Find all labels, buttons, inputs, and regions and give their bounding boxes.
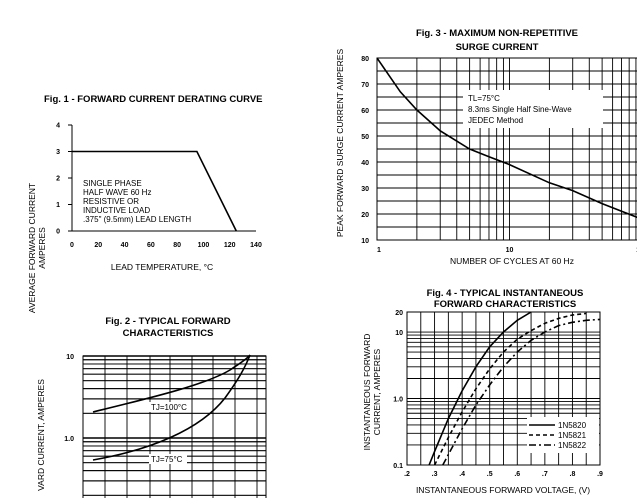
fig4-xtick-label: .3 bbox=[432, 471, 438, 478]
fig2-title-line1: Fig. 2 - TYPICAL FORWARD bbox=[105, 316, 230, 327]
fig3-xtick-label: 1 bbox=[377, 247, 381, 254]
fig1-derating-curve bbox=[72, 150, 238, 232]
fig3-note-line2: 8.3ms Single Half Sine-Wave bbox=[468, 105, 572, 114]
fig1-note-line5: .375" (9.5mm) LEAD LENGTH bbox=[83, 215, 191, 224]
fig1-note-line4: INDUCTIVE LOAD bbox=[83, 206, 150, 215]
fig1-xlabel: LEAD TEMPERATURE, °C bbox=[111, 262, 213, 272]
fig3-ylabel: PEAK FORWARD SURGE CURRENT AMPERES bbox=[335, 49, 345, 238]
fig1-note-line3: RESISTIVE OR bbox=[83, 197, 139, 206]
fig2-ylabel: VARD CURRENT, AMPERES bbox=[36, 379, 46, 491]
fig3-xlabel: NUMBER OF CYCLES AT 60 Hz bbox=[450, 256, 574, 266]
fig3-ytick-label: 30 bbox=[361, 186, 369, 193]
fig1-xtick-label: 140 bbox=[250, 242, 262, 249]
fig2-curve-tj100 bbox=[92, 354, 251, 413]
fig3-ytick-label: 10 bbox=[361, 238, 369, 245]
fig1-xtick-label: 80 bbox=[173, 242, 181, 249]
fig4-ytick-label: 10 bbox=[395, 330, 403, 337]
fig1-xtick-label: 20 bbox=[94, 242, 102, 249]
fig1-xtick-label: 100 bbox=[198, 242, 210, 249]
fig3-note-line3: JEDEC Method bbox=[468, 116, 523, 125]
fig3-ytick-label: 50 bbox=[361, 134, 369, 141]
fig4-legend: 1N5820 1N5821 1N5822 bbox=[527, 417, 599, 453]
fig1-xtick-label: 120 bbox=[224, 242, 236, 249]
fig4-curve-1n5820 bbox=[428, 311, 532, 466]
fig4-xtick-label: .7 bbox=[542, 471, 548, 478]
fig4-title-line1: Fig. 4 - TYPICAL INSTANTANEOUS bbox=[427, 288, 584, 299]
fig3-note-box bbox=[463, 90, 603, 128]
fig2-title-line2: CHARACTERISTICS bbox=[123, 328, 214, 339]
fig4-ylabel-line1: INSTANTANEOUS FORWARD bbox=[362, 334, 372, 451]
fig1-xtick-label: 0 bbox=[70, 242, 74, 249]
fig3-title-line2: SURGE CURRENT bbox=[456, 42, 539, 53]
fig4-ytick-label: 0.1 bbox=[393, 463, 403, 470]
fig3-surge-curve bbox=[376, 57, 637, 219]
fig4-curve-1n5822 bbox=[442, 318, 601, 466]
fig4-xtick-label: .9 bbox=[597, 471, 603, 478]
fig4-xlabel: INSTANTANEOUS FORWARD VOLTAGE, (V) bbox=[416, 485, 590, 495]
fig1-ylabel-line2: AMPERES bbox=[37, 227, 47, 269]
fig2-ytick-label: 10 bbox=[66, 354, 74, 361]
fig4-ytick-label: 1.0 bbox=[393, 397, 403, 404]
fig2-ytick-label: 1.0 bbox=[64, 436, 74, 443]
fig4-xtick-label: .5 bbox=[487, 471, 493, 478]
fig1-note-line2: HALF WAVE 60 Hz bbox=[83, 188, 151, 197]
fig4-xtick-label: .6 bbox=[514, 471, 520, 478]
fig1-xtick-label: 60 bbox=[147, 242, 155, 249]
fig4-frame bbox=[406, 311, 601, 466]
fig2-label-bg-1 bbox=[149, 402, 189, 412]
fig1-ytick-label: 3 bbox=[56, 149, 60, 156]
fig1-ytick-label: 1 bbox=[56, 202, 60, 209]
fig4-title-line2: FORWARD CHARACTERISTICS bbox=[434, 299, 576, 310]
fig4-ytick-label: 20 bbox=[395, 310, 403, 317]
fig2-grid bbox=[83, 355, 266, 498]
fig4-chart: Fig. 4 - TYPICAL INSTANTANEOUS FORWARD C… bbox=[362, 288, 603, 495]
fig4-legend-1n5821: 1N5821 bbox=[558, 431, 587, 440]
fig2-curve-tj75 bbox=[92, 354, 251, 461]
fig4-ylabel-line2: CURRENT, AMPERES bbox=[372, 348, 382, 435]
fig2-chart: Fig. 2 - TYPICAL FORWARD CHARACTERISTICS… bbox=[36, 316, 267, 498]
fig3-ytick-label: 60 bbox=[361, 108, 369, 115]
fig1-ytick-label: 4 bbox=[56, 123, 60, 130]
fig4-xtick-label: .2 bbox=[404, 471, 410, 478]
fig3-frame bbox=[376, 57, 637, 241]
fig1-title: Fig. 1 - FORWARD CURRENT DERATING CURVE bbox=[44, 94, 263, 105]
fig1-ytick-label: 2 bbox=[56, 176, 60, 183]
fig2-label-bg-2 bbox=[149, 454, 187, 464]
fig3-ytick-label: 40 bbox=[361, 160, 369, 167]
fig4-curve-1n5821 bbox=[433, 312, 587, 466]
fig1-xtick-label: 40 bbox=[121, 242, 129, 249]
fig3-ytick-label: 20 bbox=[361, 212, 369, 219]
fig3-grid bbox=[376, 57, 637, 241]
fig3-chart: Fig. 3 - MAXIMUM NON-REPETITIVE SURGE CU… bbox=[335, 28, 637, 266]
fig1-chart: Fig. 1 - FORWARD CURRENT DERATING CURVE … bbox=[27, 94, 263, 313]
fig3-title-line1: Fig. 3 - MAXIMUM NON-REPETITIVE bbox=[416, 28, 578, 39]
fig3-ytick-label: 70 bbox=[361, 82, 369, 89]
fig2-frame bbox=[82, 355, 267, 498]
fig1-ytick-label: 0 bbox=[56, 229, 60, 236]
fig1-ylabel-line1: AVERAGE FORWARD CURRENT bbox=[27, 183, 37, 313]
fig4-legend-1n5822: 1N5822 bbox=[558, 441, 587, 450]
fig4-xtick-label: .8 bbox=[570, 471, 576, 478]
fig3-note-line1: TL=75°C bbox=[468, 94, 500, 103]
fig3-ytick-label: 80 bbox=[361, 56, 369, 63]
fig3-xtick-label: 10 bbox=[506, 247, 514, 254]
fig4-legend-1n5820: 1N5820 bbox=[558, 421, 587, 430]
fig4-grid bbox=[406, 312, 601, 465]
fig2-label-tj100: TJ=100°C bbox=[151, 403, 187, 412]
fig4-xtick-label: .4 bbox=[459, 471, 465, 478]
fig2-label-tj75: TJ=75°C bbox=[151, 455, 183, 464]
fig1-note-line1: SINGLE PHASE bbox=[83, 179, 142, 188]
